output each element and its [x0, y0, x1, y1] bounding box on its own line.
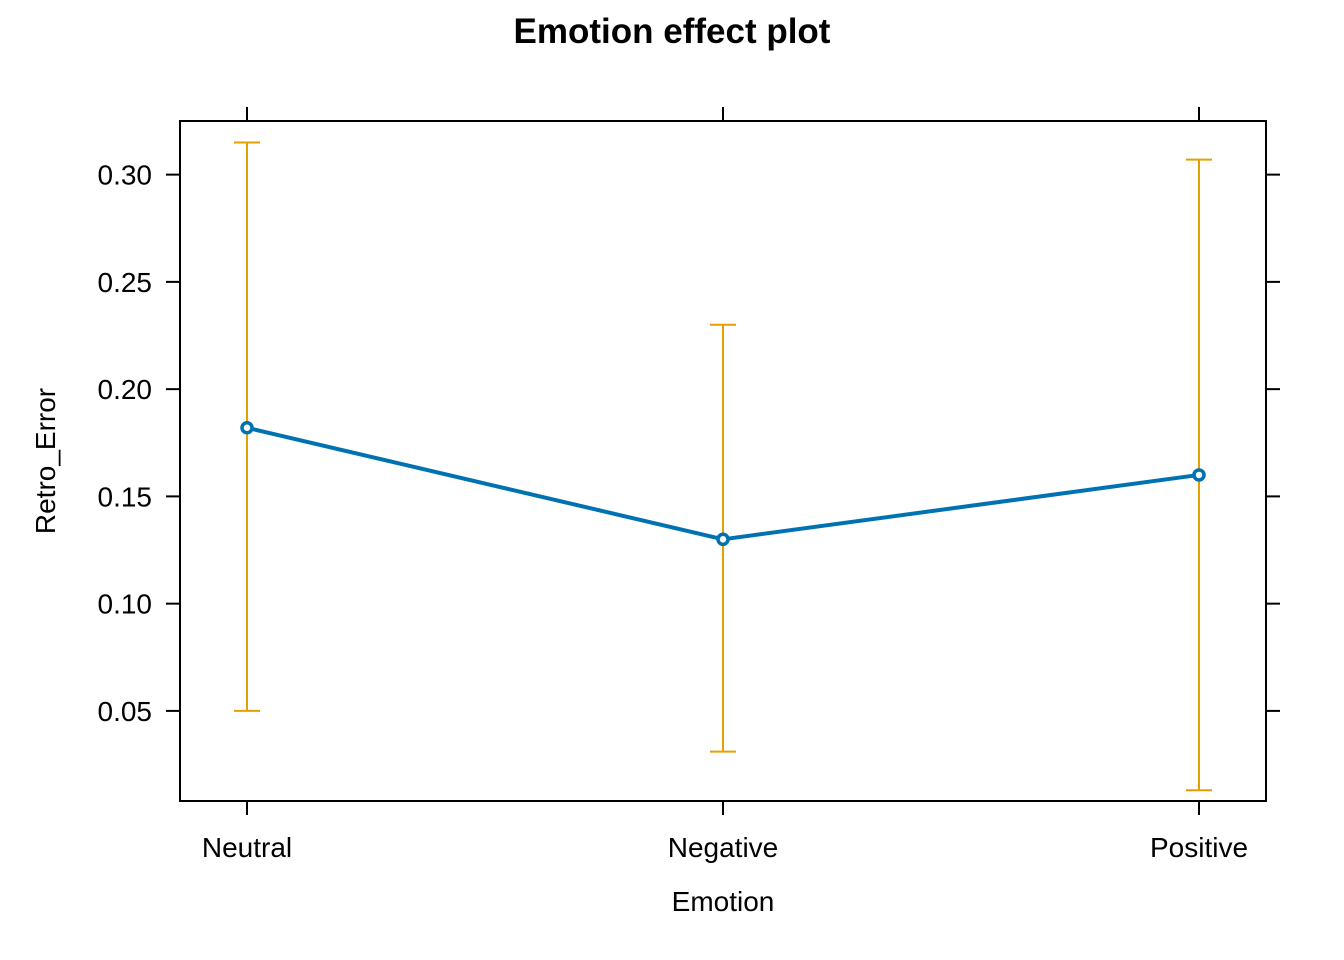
chart-title: Emotion effect plot [514, 12, 831, 51]
effect-series [240, 421, 1206, 547]
point-neutral [240, 421, 254, 435]
y-tick-label: 0.20 [98, 374, 153, 405]
y-axis-label: Retro_Error [30, 388, 61, 534]
y-tick-label: 0.30 [98, 160, 153, 191]
y-tick-label: 0.15 [98, 481, 153, 512]
y-tick-label: 0.10 [98, 589, 153, 620]
y-axis-ticks: 0.05 0.10 0.15 0.20 0.25 0.30 [98, 160, 1280, 727]
y-tick-label: 0.05 [98, 696, 153, 727]
x-axis-label: Emotion [672, 886, 775, 917]
x-axis-ticks: Neutral Negative Positive [202, 107, 1248, 863]
x-tick-label: Neutral [202, 832, 292, 863]
y-tick-label: 0.25 [98, 267, 153, 298]
point-negative [716, 532, 730, 547]
error-bars [234, 141, 1212, 792]
point-positive [1192, 468, 1206, 482]
x-tick-label: Positive [1150, 832, 1248, 863]
x-tick-label: Negative [668, 832, 779, 863]
